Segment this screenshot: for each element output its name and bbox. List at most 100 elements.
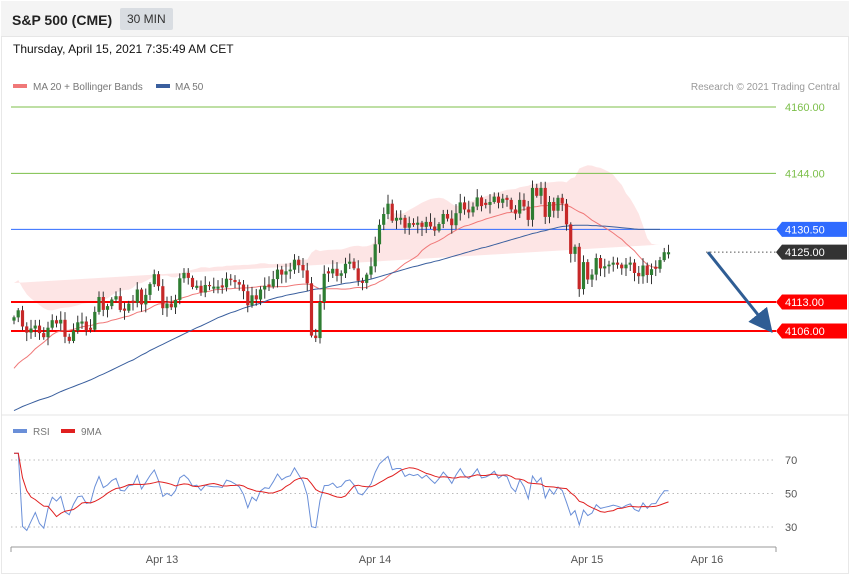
candle-body — [139, 289, 144, 305]
candle-body — [411, 223, 416, 225]
candle-body — [169, 303, 173, 308]
candle-body — [263, 285, 267, 290]
candle-body — [267, 284, 271, 287]
candle-body — [292, 259, 297, 270]
candle-body — [645, 265, 649, 275]
candle-body — [586, 262, 590, 280]
candle-body — [305, 270, 309, 284]
candle-body — [288, 269, 292, 272]
candle-body — [535, 187, 539, 196]
candle-body — [110, 299, 114, 307]
ma20-legend-label: MA 20 + Bollinger Bands — [33, 82, 143, 93]
candle-body — [59, 319, 63, 324]
candle-body — [326, 271, 331, 274]
candle-body — [318, 302, 322, 339]
candle-body — [360, 280, 365, 283]
candle-body — [428, 221, 433, 227]
candle-body — [484, 202, 488, 205]
level-labels: 4160.00 4144.00 4130.50 4125.00 4113.00 4106.… — [776, 102, 847, 339]
candle-body — [501, 198, 505, 203]
candle-body — [607, 264, 611, 267]
candle-body — [76, 322, 80, 331]
candle-body — [88, 327, 93, 330]
rsi-tick-30: 30 — [785, 522, 797, 534]
candle-body — [246, 291, 250, 306]
candle-body — [216, 286, 220, 289]
candle-body — [331, 268, 335, 274]
candle-body — [552, 202, 556, 211]
timestamp: Thursday, April 15, 2021 7:35:49 AM CET — [13, 42, 234, 56]
candle-body — [20, 310, 25, 327]
candle-body — [322, 273, 326, 302]
candle-body — [416, 222, 420, 225]
candle-body — [12, 317, 16, 321]
candle-body — [399, 217, 403, 220]
candle-body — [386, 203, 390, 215]
candle-body — [598, 258, 603, 269]
candle-body — [67, 336, 71, 341]
candle-body — [339, 273, 343, 276]
instrument-title: S&P 500 (CME) — [12, 12, 113, 28]
candle-body — [182, 272, 186, 279]
level-label-4125.00: 4125.00 — [785, 247, 825, 259]
candle-body — [16, 310, 20, 318]
x-tick-apr-13: Apr 13 — [146, 554, 178, 566]
rsi-legend-swatch — [13, 429, 27, 433]
candle-body — [258, 289, 263, 300]
candle-body — [394, 217, 399, 221]
candle-body — [620, 264, 624, 269]
candle-body — [564, 203, 569, 225]
forecast-arrow-line — [706, 251, 773, 334]
level-tag-4130.50 — [776, 221, 847, 237]
candle-body — [195, 285, 199, 288]
candle-body — [377, 224, 382, 245]
candle-body — [122, 308, 127, 311]
candle-body — [297, 259, 301, 266]
ma50-legend-label: MA 50 — [175, 82, 204, 93]
candle-body — [152, 274, 156, 285]
rsi-ma-line — [14, 452, 669, 518]
candle-body — [637, 272, 641, 277]
candle-body — [662, 252, 666, 261]
candle-body — [458, 202, 462, 214]
candle-body — [71, 330, 76, 341]
candle-body — [492, 196, 496, 202]
candle-body — [186, 272, 190, 278]
candle-body — [539, 187, 543, 196]
timeframe-badge[interactable]: 30 MIN — [120, 8, 173, 30]
candle-body — [284, 271, 288, 275]
candle-body — [462, 202, 467, 210]
candle-body — [165, 303, 169, 309]
candle-body — [33, 325, 37, 329]
candle-body — [615, 262, 620, 265]
candle-body — [343, 263, 348, 274]
candle-body — [42, 333, 46, 338]
candle-body — [479, 197, 484, 207]
candle-body — [445, 214, 450, 219]
candle-body — [369, 266, 373, 275]
candle-body — [224, 278, 229, 288]
x-tick-apr-16: Apr 16 — [691, 554, 723, 566]
candle-body — [93, 311, 97, 330]
candle-body — [271, 279, 275, 287]
candle-body — [505, 197, 509, 200]
candle-body — [356, 268, 360, 281]
ma9-legend-label: 9MA — [81, 427, 102, 438]
candle-body — [203, 285, 207, 293]
candle-body — [135, 289, 139, 303]
ma50-legend-swatch — [156, 84, 170, 88]
candle-body — [199, 285, 203, 293]
candle-body — [237, 282, 241, 285]
level-tag-4106.00 — [776, 323, 847, 339]
candle-body — [63, 319, 67, 337]
candle-body — [190, 277, 195, 287]
candle-body — [390, 203, 394, 221]
rsi-panel: 70 50 30 — [11, 452, 797, 534]
candle-body — [250, 295, 254, 306]
candle-body — [144, 294, 148, 305]
candle-body — [348, 261, 352, 264]
candle-body — [220, 285, 224, 288]
candle-body — [573, 246, 577, 254]
